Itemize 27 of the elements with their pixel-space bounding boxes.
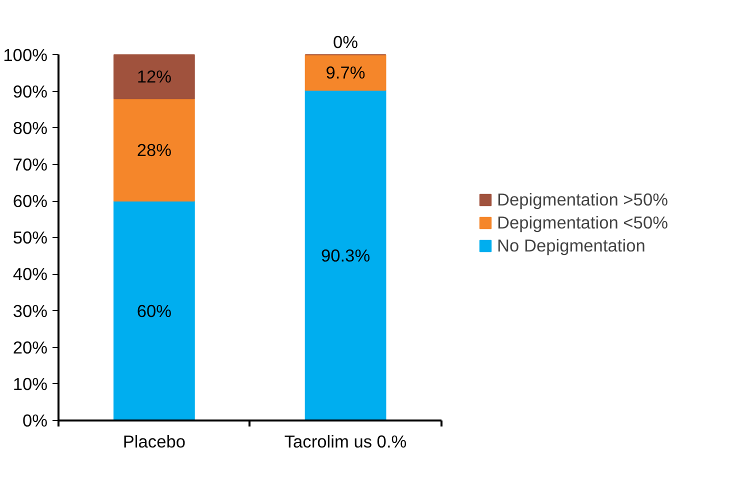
y-tick-label: 100%: [3, 44, 48, 65]
data-label: 60%: [136, 300, 172, 321]
x-tick-label: Placebo: [122, 432, 186, 452]
legend-label: Depigmentation >50%: [497, 189, 668, 210]
y-tick-label: 30%: [12, 300, 48, 321]
y-tick-label: 10%: [12, 374, 48, 394]
y-tick-label: 60%: [12, 191, 48, 212]
bar: [113, 200, 195, 420]
data-label: 90.3%: [320, 245, 370, 266]
y-tick-label: 90%: [12, 81, 48, 102]
data-label: 0%: [333, 32, 358, 52]
legend-label: No Depigmentation: [497, 235, 646, 256]
y-tick-label: 40%: [12, 264, 48, 284]
bar: [304, 90, 386, 420]
data-label: 28%: [136, 140, 172, 160]
legend-label: Depigmentation <50%: [497, 212, 668, 233]
bar: [113, 54, 195, 100]
data-label: 9.7%: [326, 62, 366, 82]
bar: [113, 98, 195, 202]
data-label: 12%: [136, 66, 172, 87]
bar: [304, 54, 386, 91]
y-tick-label: 70%: [12, 154, 48, 174]
y-tick-label: 20%: [12, 337, 48, 358]
y-tick-label: 80%: [12, 118, 48, 138]
x-tick-label: Tacrolim us 0.%: [284, 432, 407, 452]
y-tick-label: 50%: [12, 228, 48, 248]
y-tick-label: 0%: [22, 410, 48, 430]
